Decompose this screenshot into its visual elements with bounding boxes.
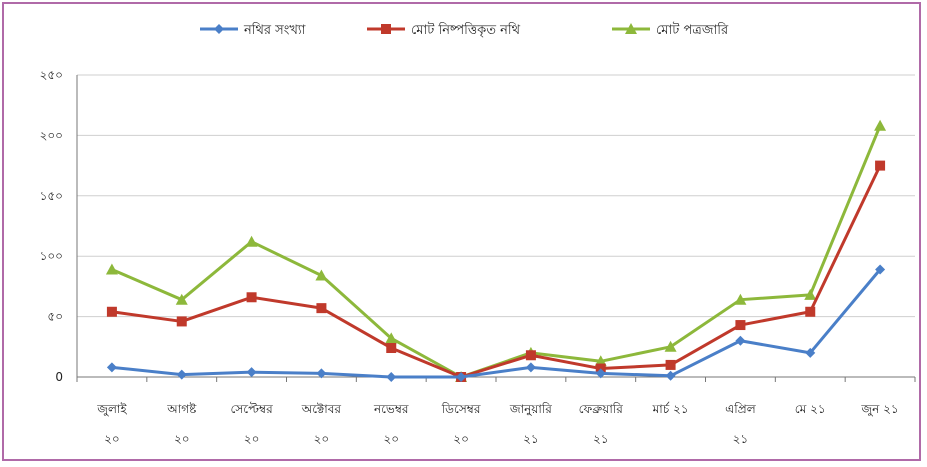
- x-tick-label-year: ২১: [733, 432, 749, 446]
- data-point: [106, 362, 117, 373]
- data-point: [176, 369, 187, 380]
- data-point: [385, 332, 398, 344]
- x-tick-label: আগষ্ট: [166, 402, 197, 416]
- data-point: [316, 303, 327, 314]
- x-tick-label-year: ২০: [174, 432, 190, 446]
- data-point: [875, 264, 886, 275]
- data-point: [245, 235, 258, 247]
- data-point: [105, 263, 118, 275]
- data-point: [106, 306, 117, 317]
- data-point: [665, 370, 676, 381]
- x-tick-label: জুলাই: [96, 402, 127, 417]
- data-point: [175, 293, 188, 305]
- legend-label: মোট পত্রজারি: [656, 22, 729, 38]
- data-point: [665, 359, 676, 370]
- x-tick-label-year: ২০: [383, 432, 399, 446]
- x-tick-label: মার্চ ২১: [652, 402, 689, 416]
- data-point: [386, 343, 397, 354]
- x-tick-label: এপ্রিল: [725, 402, 757, 416]
- x-tick-label-year: ২০: [104, 432, 120, 446]
- data-point: [176, 316, 187, 327]
- data-point: [805, 347, 816, 358]
- x-tick-label: জানুয়ারি: [509, 402, 552, 417]
- x-tick-label: সেপ্টেম্বর: [230, 402, 273, 416]
- legend-marker: [625, 23, 637, 34]
- data-point: [804, 288, 817, 300]
- y-tick-label: ২৫০: [40, 68, 63, 82]
- x-tick-label-year: ২০: [453, 432, 469, 446]
- x-tick-label: মে ২১: [795, 402, 826, 416]
- chart-frame: [2, 2, 921, 461]
- x-tick-label-year: ২০: [314, 432, 330, 446]
- data-point: [874, 119, 887, 131]
- data-point: [735, 320, 746, 331]
- data-point: [246, 292, 257, 303]
- y-tick-label: 0: [55, 370, 63, 384]
- data-point: [315, 269, 328, 281]
- x-tick-label-year: ২১: [593, 432, 609, 446]
- x-tick-label: অক্টোবর: [301, 402, 342, 416]
- data-point: [525, 350, 536, 361]
- series-line: [111, 125, 882, 379]
- x-tick-label: জুন ২১: [860, 402, 898, 417]
- legend-label: নথির সংখ্যা: [243, 22, 306, 38]
- legend-label: মোট নিষ্পত্তিকৃত নথি: [411, 22, 521, 38]
- data-point: [805, 306, 816, 317]
- x-tick-label: ডিসেম্বর: [441, 402, 481, 416]
- data-point: [595, 368, 606, 379]
- y-tick-label: ১৫০: [40, 189, 63, 203]
- x-tick-label: নভেম্বর: [373, 402, 409, 416]
- series-line: [111, 268, 882, 379]
- x-tick-label-year: ২০: [244, 432, 260, 446]
- data-point: [246, 367, 257, 378]
- y-tick-label: ১০০: [40, 249, 63, 263]
- legend-marker: [381, 24, 391, 34]
- data-point: [734, 293, 747, 305]
- y-tick-label: ২০০: [40, 128, 63, 142]
- data-point: [386, 372, 397, 382]
- legend-marker: [214, 24, 224, 34]
- data-point: [456, 372, 467, 382]
- data-point: [735, 335, 746, 346]
- data-point: [875, 160, 886, 171]
- y-tick-label: ৫০: [47, 310, 63, 324]
- data-point: [525, 362, 536, 373]
- data-point: [664, 340, 677, 352]
- data-point: [316, 368, 327, 379]
- x-tick-label: ফেব্রুয়ারি: [579, 402, 624, 416]
- series-line: [111, 164, 882, 379]
- x-tick-label-year: ২১: [523, 432, 539, 446]
